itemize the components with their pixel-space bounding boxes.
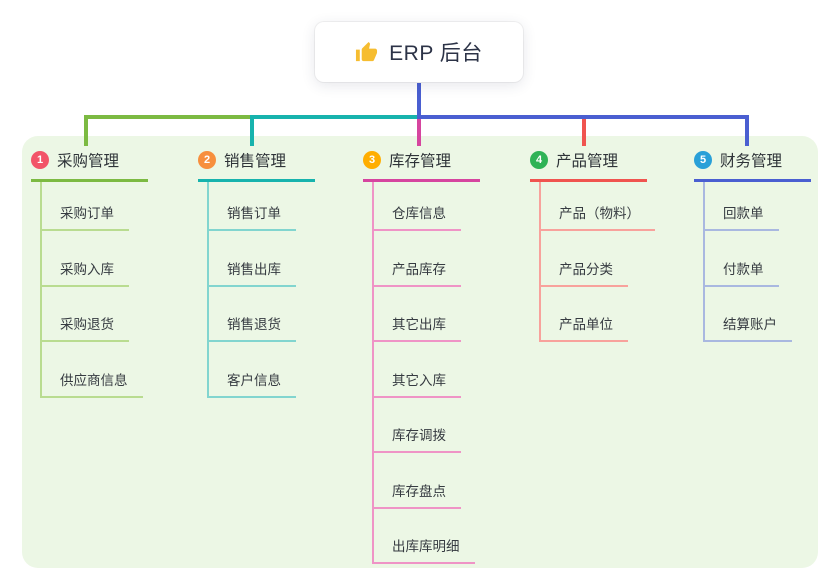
child-node[interactable]: 客户信息 xyxy=(209,342,296,398)
branch-node-label: 库存管理 xyxy=(389,153,452,170)
branch-node-label: 采购管理 xyxy=(57,153,120,170)
child-node[interactable]: 付款单 xyxy=(705,231,779,287)
child-node-label: 销售退货 xyxy=(227,317,281,332)
child-node[interactable]: 产品分类 xyxy=(541,231,628,287)
root-node[interactable]: ERP 后台 xyxy=(315,22,523,82)
child-node[interactable]: 产品库存 xyxy=(374,231,461,287)
child-node-label: 产品分类 xyxy=(559,261,613,277)
child-node-label: 销售订单 xyxy=(227,206,281,221)
child-node-label: 采购入库 xyxy=(60,261,114,277)
child-node-label: 销售出库 xyxy=(227,261,281,277)
child-node[interactable]: 其它入库 xyxy=(374,342,461,398)
branch-number-badge: 2 xyxy=(198,151,216,169)
thumbs-up-icon xyxy=(355,41,378,64)
branch-column-2: 2 销售管理销售订单销售出库销售退货客户信息 xyxy=(198,148,315,398)
child-node[interactable]: 结算账户 xyxy=(705,287,792,342)
branch-column-5: 5 财务管理回款单付款单结算账户 xyxy=(694,148,811,342)
child-node[interactable]: 产品单位 xyxy=(541,287,628,342)
child-node[interactable]: 销售出库 xyxy=(209,231,296,287)
child-node-label: 出库库明细 xyxy=(392,539,460,554)
child-node-label: 产品库存 xyxy=(392,261,446,277)
child-node[interactable]: 产品（物料） xyxy=(541,182,655,231)
child-node[interactable]: 采购入库 xyxy=(42,231,129,287)
branch-column-1: 1 采购管理采购订单采购入库采购退货供应商信息 xyxy=(31,148,148,398)
branch-column-4: 4 产品管理产品（物料） 产品分类产品单位 xyxy=(530,148,655,342)
child-node[interactable]: 库存盘点 xyxy=(374,453,461,509)
child-node[interactable]: 回款单 xyxy=(705,182,779,231)
child-node-label: 产品（物料） xyxy=(559,206,640,221)
branch-children: 仓库信息产品库存其它出库其它入库库存调拨库存盘点出库库明细 xyxy=(372,182,475,564)
branch-column-3: 3 库存管理仓库信息产品库存其它出库其它入库库存调拨库存盘点出库库明细 xyxy=(363,148,480,564)
root-node-label: ERP 后台 xyxy=(389,42,483,65)
branch-node-2[interactable]: 2 销售管理 xyxy=(198,148,315,182)
child-node[interactable]: 供应商信息 xyxy=(42,342,143,398)
child-node-label: 其它出库 xyxy=(392,317,446,332)
child-node-label: 采购订单 xyxy=(60,206,114,221)
child-node-label: 其它入库 xyxy=(392,372,446,388)
branch-number-badge: 4 xyxy=(530,151,548,169)
child-node[interactable]: 其它出库 xyxy=(374,287,461,342)
branches-panel: 1 采购管理采购订单采购入库采购退货供应商信息 2 销售管理销售订单销售出库销售退货客… xyxy=(22,136,818,568)
child-node[interactable]: 采购退货 xyxy=(42,287,129,342)
branch-node-4[interactable]: 4 产品管理 xyxy=(530,148,647,182)
branch-children: 产品（物料） 产品分类产品单位 xyxy=(539,182,655,342)
branch-node-label: 销售管理 xyxy=(224,153,287,170)
branch-children: 回款单付款单结算账户 xyxy=(703,182,792,342)
child-node-label: 回款单 xyxy=(723,206,764,221)
child-node-label: 付款单 xyxy=(723,261,764,277)
child-node[interactable]: 出库库明细 xyxy=(374,509,475,564)
branch-number-badge: 1 xyxy=(31,151,49,169)
branch-node-label: 财务管理 xyxy=(720,153,783,170)
child-node[interactable]: 仓库信息 xyxy=(374,182,461,231)
branch-number-badge: 3 xyxy=(363,151,381,169)
child-node[interactable]: 销售订单 xyxy=(209,182,296,231)
branch-node-1[interactable]: 1 采购管理 xyxy=(31,148,148,182)
child-node-label: 产品单位 xyxy=(559,317,613,332)
child-node-label: 仓库信息 xyxy=(392,206,446,221)
branch-children: 采购订单采购入库采购退货供应商信息 xyxy=(40,182,143,398)
branch-node-5[interactable]: 5 财务管理 xyxy=(694,148,811,182)
branch-number-badge: 5 xyxy=(694,151,712,169)
child-node-label: 供应商信息 xyxy=(60,372,128,388)
branch-node-label: 产品管理 xyxy=(556,153,619,170)
child-node-label: 结算账户 xyxy=(723,317,777,332)
child-node[interactable]: 销售退货 xyxy=(209,287,296,342)
branch-children: 销售订单销售出库销售退货客户信息 xyxy=(207,182,296,398)
child-node-label: 采购退货 xyxy=(60,317,114,332)
child-node[interactable]: 库存调拨 xyxy=(374,398,461,453)
child-node[interactable]: 采购订单 xyxy=(42,182,129,231)
child-node-label: 库存调拨 xyxy=(392,428,446,443)
branch-node-3[interactable]: 3 库存管理 xyxy=(363,148,480,182)
child-node-label: 库存盘点 xyxy=(392,483,446,499)
child-node-label: 客户信息 xyxy=(227,372,281,388)
